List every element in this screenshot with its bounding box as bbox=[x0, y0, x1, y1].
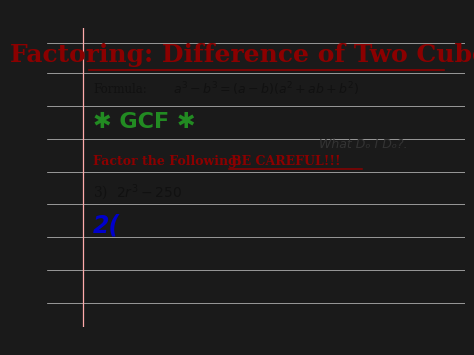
Text: Factor the Following:: Factor the Following: bbox=[93, 154, 251, 168]
Text: Factoring: Difference of Two Cubes: Factoring: Difference of Two Cubes bbox=[10, 43, 474, 67]
Text: Formula:: Formula: bbox=[93, 83, 147, 96]
Text: ✱ GCF ✱: ✱ GCF ✱ bbox=[93, 112, 196, 132]
Text: $a^3-b^3=(a-b)(a^2+ab+b^2)$: $a^3-b^3=(a-b)(a^2+ab+b^2)$ bbox=[173, 81, 359, 98]
Text: What Dₒ I Dₒ?.: What Dₒ I Dₒ?. bbox=[319, 138, 407, 151]
Text: BE CAREFUL!!!: BE CAREFUL!!! bbox=[231, 154, 340, 168]
Text: 3)  $2r^3-250$: 3) $2r^3-250$ bbox=[93, 182, 183, 203]
Text: 2(: 2( bbox=[93, 213, 120, 237]
